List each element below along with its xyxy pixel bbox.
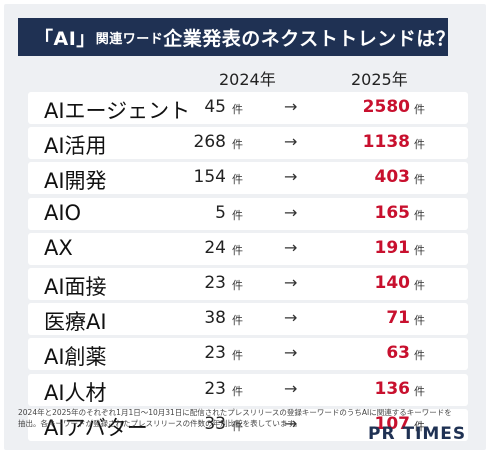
keyword-name: AI開発 [44,169,107,194]
keyword-name: AI人材 [44,380,107,405]
unit-label: 件 [414,173,425,187]
unit-label: 件 [414,208,425,222]
count-2025: 191 [374,237,411,258]
table-row: AI面接 23 件 → 140 件 [28,268,468,300]
keyword-name: 医療AI [44,310,107,335]
arrow-icon: → [284,343,298,363]
keyword-name: AI面接 [44,275,107,299]
unit-label: 件 [232,349,243,363]
count-2024: 45 [204,97,226,117]
unit-label: 件 [414,419,425,433]
unit-label: 件 [232,208,243,222]
arrow-icon: → [284,132,298,152]
pr-times-logo: PR TIMES [368,424,467,444]
arrow-icon: → [284,202,298,222]
table-row: AI人材 23 件 → 136 件 [28,373,468,406]
unit-label: 件 [414,243,425,257]
count-2025: 2580 [362,97,410,117]
count-2025: 1138 [362,132,410,153]
arrow-icon: → [284,97,298,116]
keyword-name: AIO [44,200,82,225]
column-header-2024: 2024年 [219,70,276,89]
table-row: AIエージェント 45 件 → 2580 件 [28,92,468,124]
keyword-name: AX [44,235,73,260]
count-2025: 140 [374,273,411,293]
unit-label: 件 [414,103,425,116]
count-2025: 136 [374,378,411,399]
table-row: AI活用 268 件 → 1138 件 [28,127,468,160]
arrow-icon: → [284,237,298,257]
arrow-icon: → [284,308,298,328]
count-2025: 403 [374,167,411,188]
count-2024: 5 [215,202,226,223]
unit-label: 件 [232,419,243,433]
count-2024: 154 [193,167,226,188]
unit-label: 件 [232,314,243,328]
unit-label: 件 [232,138,243,152]
unit-label: 件 [414,138,425,152]
unit-label: 件 [232,173,243,187]
arrow-icon: → [284,413,298,433]
count-2024: 23 [204,273,226,293]
unit-label: 件 [232,384,243,398]
title-bar: 「AI」 関連ワード 企業発表のネクストトレンドは？ [18,18,455,56]
unit-label: 件 [232,243,243,257]
keyword-name: AIエージェント [44,99,191,123]
arrow-icon: → [284,273,298,292]
count-2024: 33 [204,413,226,434]
arrow-icon: → [284,378,298,398]
keyword-name: AI活用 [44,134,107,159]
table-row: AI創薬 23 件 → 63 件 [28,338,468,371]
count-2024: 24 [204,237,226,258]
unit-label: 件 [414,349,425,363]
unit-label: 件 [414,279,425,292]
title-part3: 企業発表のネクストトレンドは？ [163,27,456,50]
count-2024: 23 [204,343,226,364]
keyword-name: AIアバター [44,415,148,440]
count-2024: 268 [193,132,226,153]
table-row: AI開発 154 件 → 403 件 [28,162,468,195]
title-part2: 関連ワード [95,31,164,47]
unit-label: 件 [414,314,425,328]
count-2024: 38 [204,308,226,329]
table-row: AIアバター 33 件 → 107 件 [28,408,468,441]
count-2025: 63 [386,343,410,364]
table-row: 医療AI 38 件 → 71 件 [28,303,468,336]
unit-label: 件 [232,279,243,292]
table-row: AIO 5 件 → 165 件 [28,197,468,230]
column-header-2025: 2025年 [351,70,408,89]
keyword-name: AI創薬 [44,345,107,370]
unit-label: 件 [232,103,243,116]
title-part1: 「AI」 [34,27,96,50]
count-2025: 107 [374,413,411,434]
count-2025: 165 [374,202,411,223]
count-2025: 71 [386,308,410,329]
footnote: 2024年と2025年のそれぞれ1月1日〜10月31日に配信されたプレスリリース… [18,408,452,428]
table-row: AX 24 件 → 191 件 [28,232,468,265]
unit-label: 件 [414,384,425,398]
count-2024: 23 [204,378,226,399]
arrow-icon: → [284,167,298,187]
